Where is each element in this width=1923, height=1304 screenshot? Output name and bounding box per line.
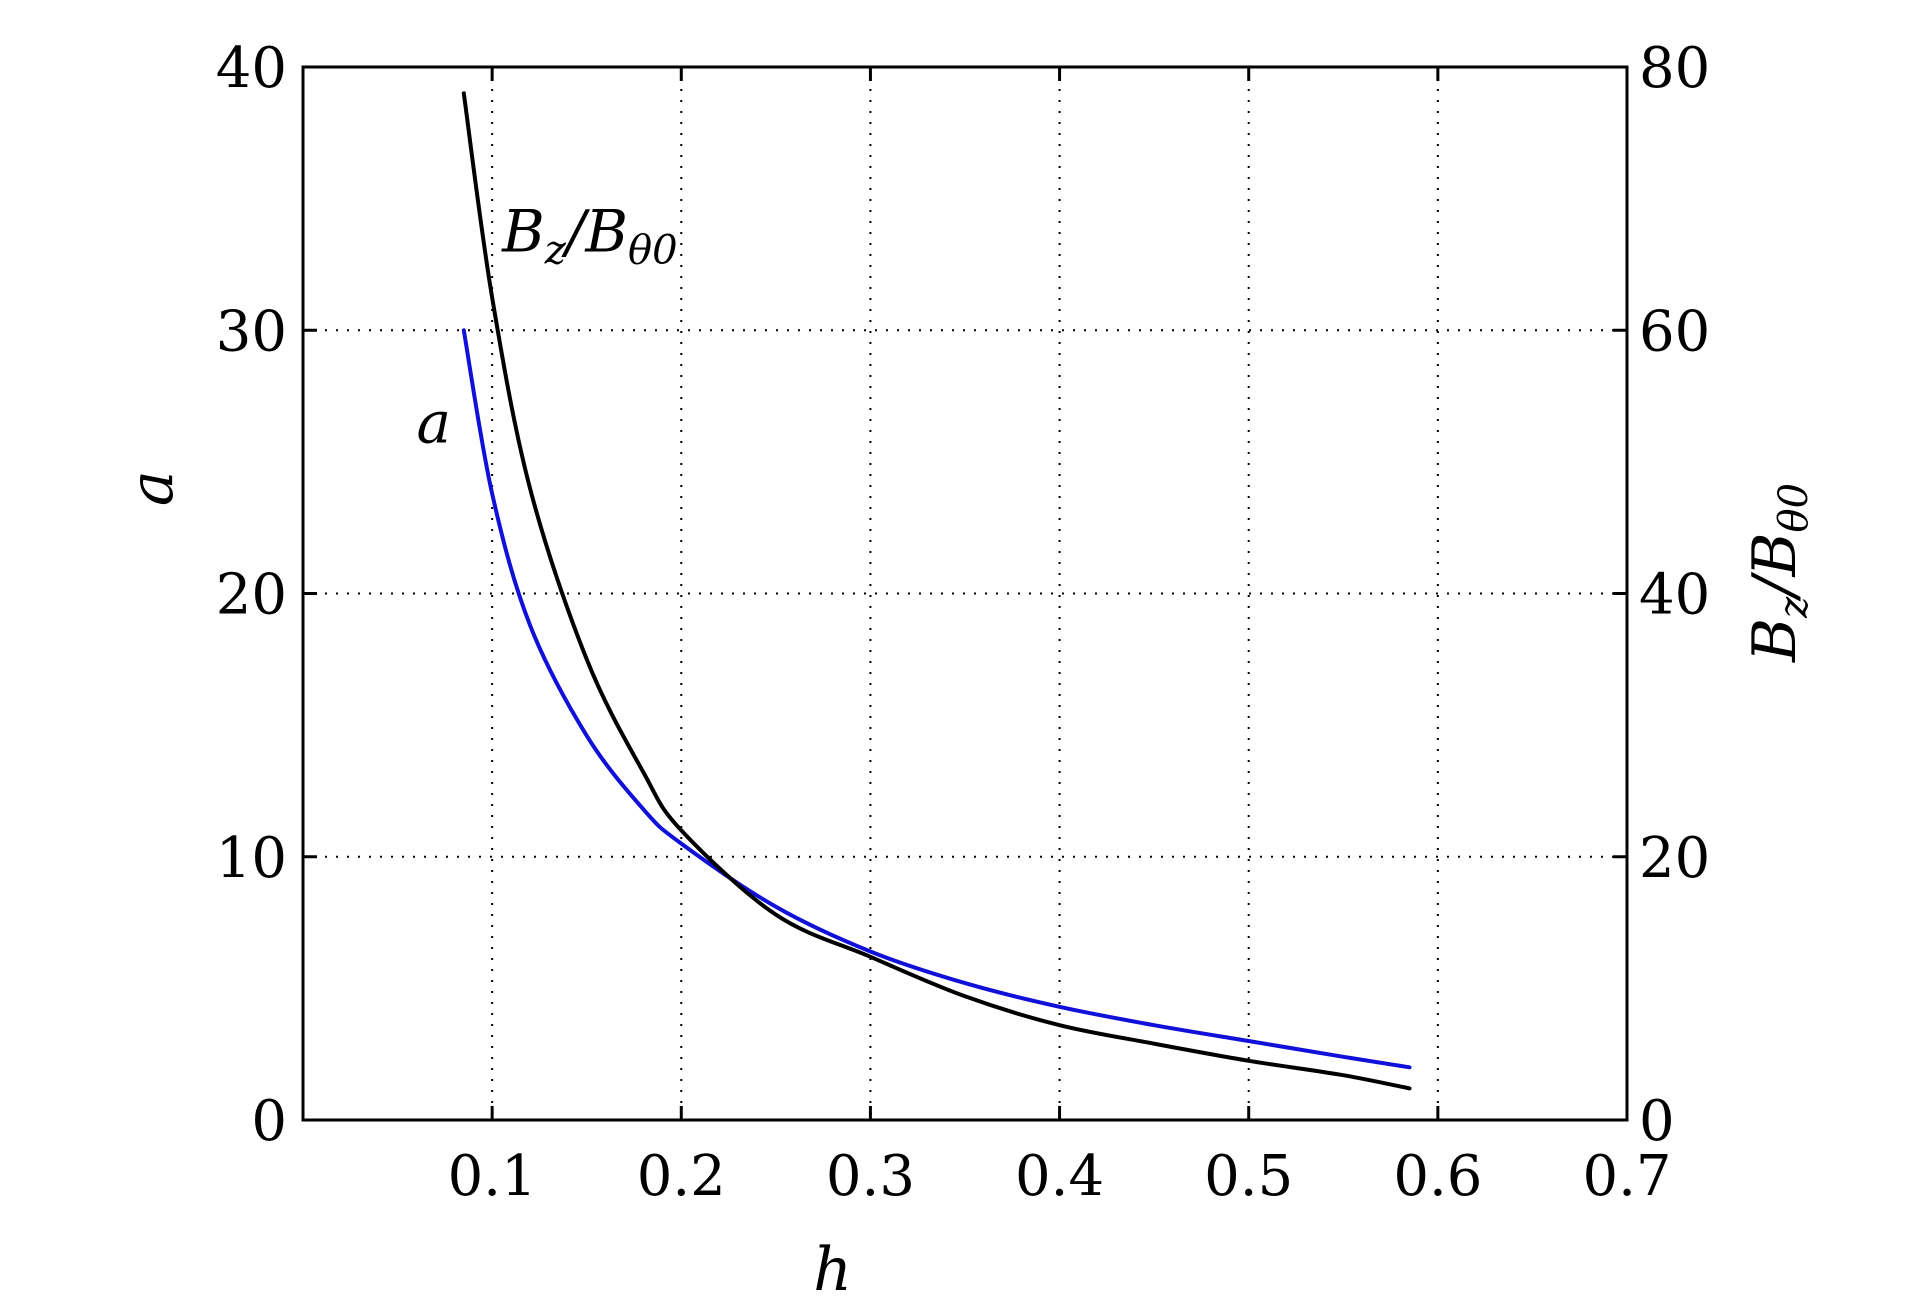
x-tick-label: 0.4 xyxy=(1015,1144,1104,1209)
y-right-tick-label: 60 xyxy=(1639,299,1710,364)
x-tick-label: 0.3 xyxy=(826,1144,915,1209)
y-left-tick-label: 30 xyxy=(216,299,287,364)
label-part: /B xyxy=(1740,532,1810,601)
series-line-a xyxy=(461,328,1412,1070)
series-layer xyxy=(461,91,1412,1091)
y-left-tick-label: 0 xyxy=(251,1089,287,1154)
annotation-sub: θ0 xyxy=(628,227,678,273)
y-right-tick-label: 40 xyxy=(1639,563,1710,628)
y-right-axis-label: Bz/Bθ0 xyxy=(1740,483,1817,663)
x-axis-label: h xyxy=(813,1235,852,1299)
y-right-axis-label-text: Bz/Bθ0 xyxy=(1740,483,1817,663)
x-tick-label: 0.5 xyxy=(1204,1144,1293,1209)
y-right-tick-label: 0 xyxy=(1639,1089,1675,1154)
ticks xyxy=(303,65,1629,1122)
annotation-part: B xyxy=(501,197,545,265)
series-line-bz-over-btheta0 xyxy=(461,91,1412,1091)
label-sub: θ0 xyxy=(1771,483,1817,533)
y-left-tick-label: 10 xyxy=(216,826,287,891)
y-left-axis-label: a xyxy=(117,470,187,506)
x-tick-label: 0.2 xyxy=(637,1144,726,1209)
x-tick-label: 0.7 xyxy=(1582,1144,1671,1209)
annotation-bz-over-btheta0: Bz/Bθ0 xyxy=(501,197,677,273)
annotation-part: /B xyxy=(561,197,628,265)
label-part: B xyxy=(1740,618,1810,663)
y-right-tick-label: 20 xyxy=(1639,826,1710,891)
grid xyxy=(303,67,1627,1120)
annotation-sub: z xyxy=(544,227,567,273)
y-left-tick-label: 40 xyxy=(216,36,287,101)
x-tick-label: 0.1 xyxy=(448,1144,537,1209)
labels: 0.1 0.2 0.3 0.4 0.5 0.6 0.7010203040020406080h… xyxy=(117,36,1817,1304)
annotation-a: a xyxy=(416,388,451,456)
y-right-tick-label: 80 xyxy=(1639,36,1710,101)
x-tick-label: 0.6 xyxy=(1393,1144,1482,1209)
y-left-tick-label: 20 xyxy=(216,563,287,628)
label-sub: z xyxy=(1771,596,1817,619)
